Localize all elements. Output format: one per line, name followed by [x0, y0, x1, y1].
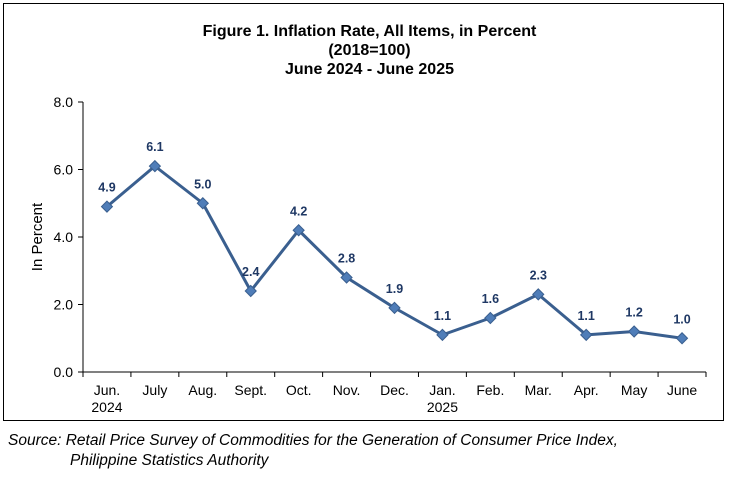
x-tick-label: Sept.	[234, 382, 267, 398]
chart-title-line-3: June 2024 - June 2025	[285, 61, 454, 78]
y-tick-label: 0.0	[54, 364, 74, 380]
data-label: 1.6	[482, 292, 499, 306]
data-label: 1.2	[625, 306, 642, 320]
y-tick-label: 8.0	[54, 94, 74, 110]
data-point	[627, 325, 641, 338]
data-point	[484, 311, 497, 325]
x-tick-label: July	[142, 382, 167, 398]
source-note: Source: Retail Price Survey of Commoditi…	[8, 431, 618, 471]
data-label: 4.2	[290, 204, 307, 218]
y-tick-label: 6.0	[54, 162, 74, 178]
x-tick-label: May	[621, 382, 647, 398]
data-label: 4.9	[98, 181, 115, 195]
x-tick-label: Feb.	[476, 382, 504, 398]
data-label: 1.0	[673, 312, 690, 326]
data-label: 1.1	[577, 309, 594, 323]
source-line-2: Philippine Statistics Authority	[70, 452, 269, 469]
y-tick-label: 2.0	[54, 297, 74, 313]
x-tick-label: Oct.	[286, 382, 312, 398]
chart-frame	[3, 3, 724, 421]
data-label: 2.8	[338, 252, 355, 266]
data-point	[100, 200, 114, 213]
data-point	[675, 332, 689, 345]
data-point	[532, 288, 545, 301]
chart-title-line-2: (2018=100)	[328, 42, 411, 59]
x-tick-label: Apr.	[574, 382, 599, 398]
data-point	[388, 301, 401, 315]
data-point	[436, 328, 449, 342]
y-axis-label: In Percent	[29, 202, 46, 271]
data-label: 6.1	[146, 140, 163, 154]
data-point	[148, 159, 162, 173]
x-tick-label: Jun.	[94, 382, 120, 398]
source-line-1: Source: Retail Price Survey of Commoditi…	[8, 432, 618, 449]
x-tick-label: Mar.	[525, 382, 552, 398]
data-label: 2.4	[242, 265, 259, 279]
data-point	[244, 284, 257, 298]
data-point	[340, 271, 353, 284]
x-tick-label: Aug.	[188, 382, 217, 398]
data-point	[292, 224, 305, 237]
x-tick-label: 2024	[91, 399, 122, 415]
chart-title-line-1: Figure 1. Inflation Rate, All Items, in …	[202, 23, 537, 40]
y-tick-label: 4.0	[54, 229, 74, 245]
chart-title: Figure 1. Inflation Rate, All Items, in …	[0, 22, 739, 79]
x-tick-label: Jan.	[429, 382, 455, 398]
x-tick-label: Nov.	[333, 382, 361, 398]
data-label: 2.3	[530, 268, 547, 282]
data-point	[196, 197, 210, 210]
x-tick-label: June	[667, 382, 698, 398]
data-label: 1.9	[386, 282, 403, 296]
data-point	[579, 328, 593, 342]
x-tick-label: 2025	[427, 399, 458, 415]
data-label: 5.0	[194, 177, 211, 191]
x-tick-label: Dec.	[380, 382, 409, 398]
data-label: 1.1	[434, 309, 451, 323]
